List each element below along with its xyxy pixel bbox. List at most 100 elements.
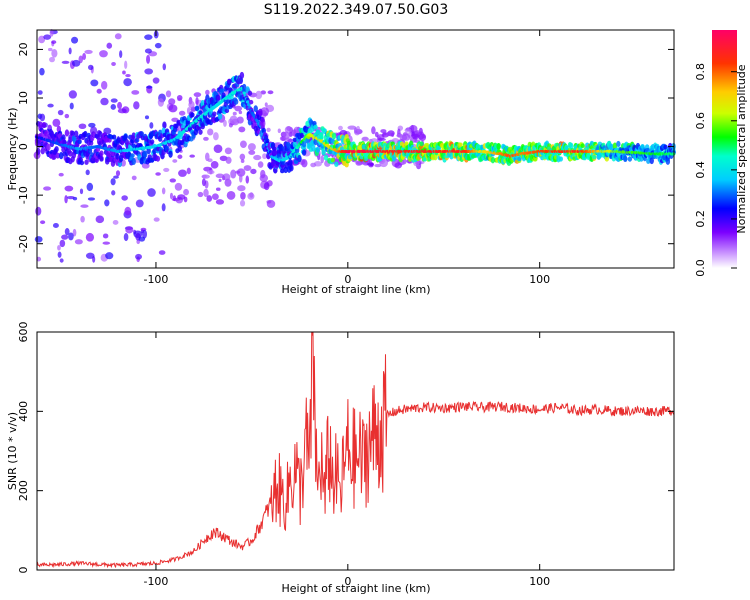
spectrogram-ridge-cell xyxy=(319,132,324,141)
spectrogram-ridge-cell xyxy=(233,98,239,105)
spectrogram-noise-cell xyxy=(266,127,271,133)
spectrogram-noise-cell xyxy=(110,178,116,186)
spectrogram-noise-cell xyxy=(64,185,74,192)
spectrogram-noise-cell xyxy=(172,159,178,163)
spectrogram-ridge-cell xyxy=(131,132,136,140)
spectrogram-noise-cell xyxy=(211,193,219,201)
spectrogram-noise-cell xyxy=(87,197,96,201)
snr-panel: -100 0 100 0 200 400 600 Height of straight li… xyxy=(6,322,675,595)
spectrogram-ridge-cell xyxy=(84,159,89,165)
spectrogram-noise-cell xyxy=(218,178,222,182)
spectrogram-noise-cell xyxy=(207,170,215,175)
spectrogram-noise-cell xyxy=(219,155,228,162)
spectrogram-ridge-cell xyxy=(216,95,222,101)
spectrogram-noise-cell xyxy=(61,234,69,240)
spectrogram-noise-cell xyxy=(229,115,238,125)
spectrogram-noise-cell xyxy=(394,162,402,169)
spectrogram-noise-cell xyxy=(68,47,72,55)
spectrogram-noise-cell xyxy=(43,34,52,40)
spectrogram-noise-cell xyxy=(377,137,386,141)
spectrogram-noise-cell xyxy=(100,80,108,90)
spectrogram-noise-cell xyxy=(58,172,64,177)
spectrogram-noise-cell xyxy=(201,174,207,179)
spectrogram-noise-cell xyxy=(131,90,140,95)
spectrogram-noise-cell xyxy=(177,98,182,102)
spectrogram-ridge-cell xyxy=(146,147,151,155)
spectrogram-noise-cell xyxy=(195,97,199,106)
spectrogram-noise-cell xyxy=(210,161,219,169)
spectrogram-noise-cell xyxy=(146,54,151,64)
colorbar-tick-label: 0.0 xyxy=(694,259,707,277)
spectrogram-noise-cell xyxy=(404,128,412,133)
spectrogram-ridge-cell xyxy=(425,142,430,149)
spectrogram-noise-cell xyxy=(86,182,94,192)
spectrogram-ridge-cell xyxy=(47,124,52,130)
spectrogram-ridge-cell xyxy=(149,139,155,145)
spectrogram-noise-cell xyxy=(169,192,174,200)
spectrogram-ridge-cell xyxy=(194,105,200,112)
spectrogram-ridge-cell xyxy=(663,144,668,150)
spectrogram-noise-cell xyxy=(169,178,177,183)
spectrogram-noise-cell xyxy=(163,167,170,172)
spectrogram-noise-cell xyxy=(243,165,252,171)
spectrogram-noise-cell xyxy=(119,50,123,58)
spectrogram-ridge-cell xyxy=(139,131,144,137)
spectrogram-noise-cell xyxy=(177,154,183,159)
spectrogram-ridge-cell xyxy=(126,151,132,158)
spectrogram-ridge-cell xyxy=(152,148,157,155)
spectrogram-noise-cell xyxy=(226,191,236,200)
spectrogram-ridge-cell xyxy=(123,134,128,140)
spectrogram-ridge-cell xyxy=(616,140,621,147)
spectrogram-noise-cell xyxy=(203,188,209,198)
spectrogram-heatmap xyxy=(33,28,676,263)
spectrogram-noise-cell xyxy=(239,140,247,149)
spectrogram-ridge-cell xyxy=(248,99,254,105)
spectrogram-ridge-cell xyxy=(99,150,104,157)
spectrogram-noise-cell xyxy=(84,49,93,54)
snr-series-line xyxy=(36,331,675,569)
spectrogram-noise-cell xyxy=(47,47,53,52)
spectrogram-noise-cell xyxy=(174,182,183,191)
spectrogram-noise-cell xyxy=(401,161,405,165)
spectrogram-noise-cell xyxy=(240,159,245,163)
spectrogram-noise-cell xyxy=(131,175,137,181)
spectrogram-noise-cell xyxy=(142,229,148,239)
spectrogram-ridge-cell xyxy=(270,161,276,167)
spectrogram-noise-cell xyxy=(355,160,363,166)
spectrogram-noise-cell xyxy=(100,97,109,106)
spectrogram-noise-cell xyxy=(35,206,42,216)
spectrogram-ridge-cell xyxy=(627,156,633,162)
spectrogram-noise-cell xyxy=(188,100,195,109)
spectrogram-noise-cell xyxy=(57,109,64,116)
spectrogram-noise-cell xyxy=(361,136,369,142)
spectrogram-ridge-cell xyxy=(301,149,307,156)
spectrogram-noise-cell xyxy=(153,217,160,222)
colorbar-gradient xyxy=(712,30,737,268)
spectrogram-ridge-cell xyxy=(198,129,203,135)
spectrogram-noise-cell xyxy=(410,133,419,138)
spectrogram-ridge-cell xyxy=(323,154,329,161)
spectrogram-ridge-cell xyxy=(38,121,43,129)
spectrogram-ridge-cell xyxy=(77,139,82,145)
spectrogram-noise-cell xyxy=(257,161,264,168)
spectrogram-ridge-cell xyxy=(292,141,298,148)
spectrogram-noise-cell xyxy=(215,187,221,191)
spectrogram-noise-cell xyxy=(66,195,75,200)
spectrogram-noise-cell xyxy=(230,169,237,179)
spectrogram-noise-cell xyxy=(78,123,87,130)
spectrogram-ridge-cell xyxy=(311,144,316,152)
spectrogram-noise-cell xyxy=(69,102,74,110)
spectrogram-noise-cell xyxy=(263,182,270,191)
spectrogram-ridge-cell xyxy=(46,143,51,151)
spectrogram-noise-cell xyxy=(144,48,152,54)
spectrogram-ridge-core xyxy=(247,103,251,107)
colorbar: 0.0 0.2 0.4 0.6 0.8 Normalized spectral ampl… xyxy=(694,30,748,277)
spectrogram-noise-cell xyxy=(34,236,43,243)
spectrogram-ridge-cell xyxy=(299,132,304,139)
spectrogram-ridge-cell xyxy=(212,111,217,117)
spectrogram-noise-cell xyxy=(171,117,179,122)
spectrogram-noise-cell xyxy=(144,115,150,120)
